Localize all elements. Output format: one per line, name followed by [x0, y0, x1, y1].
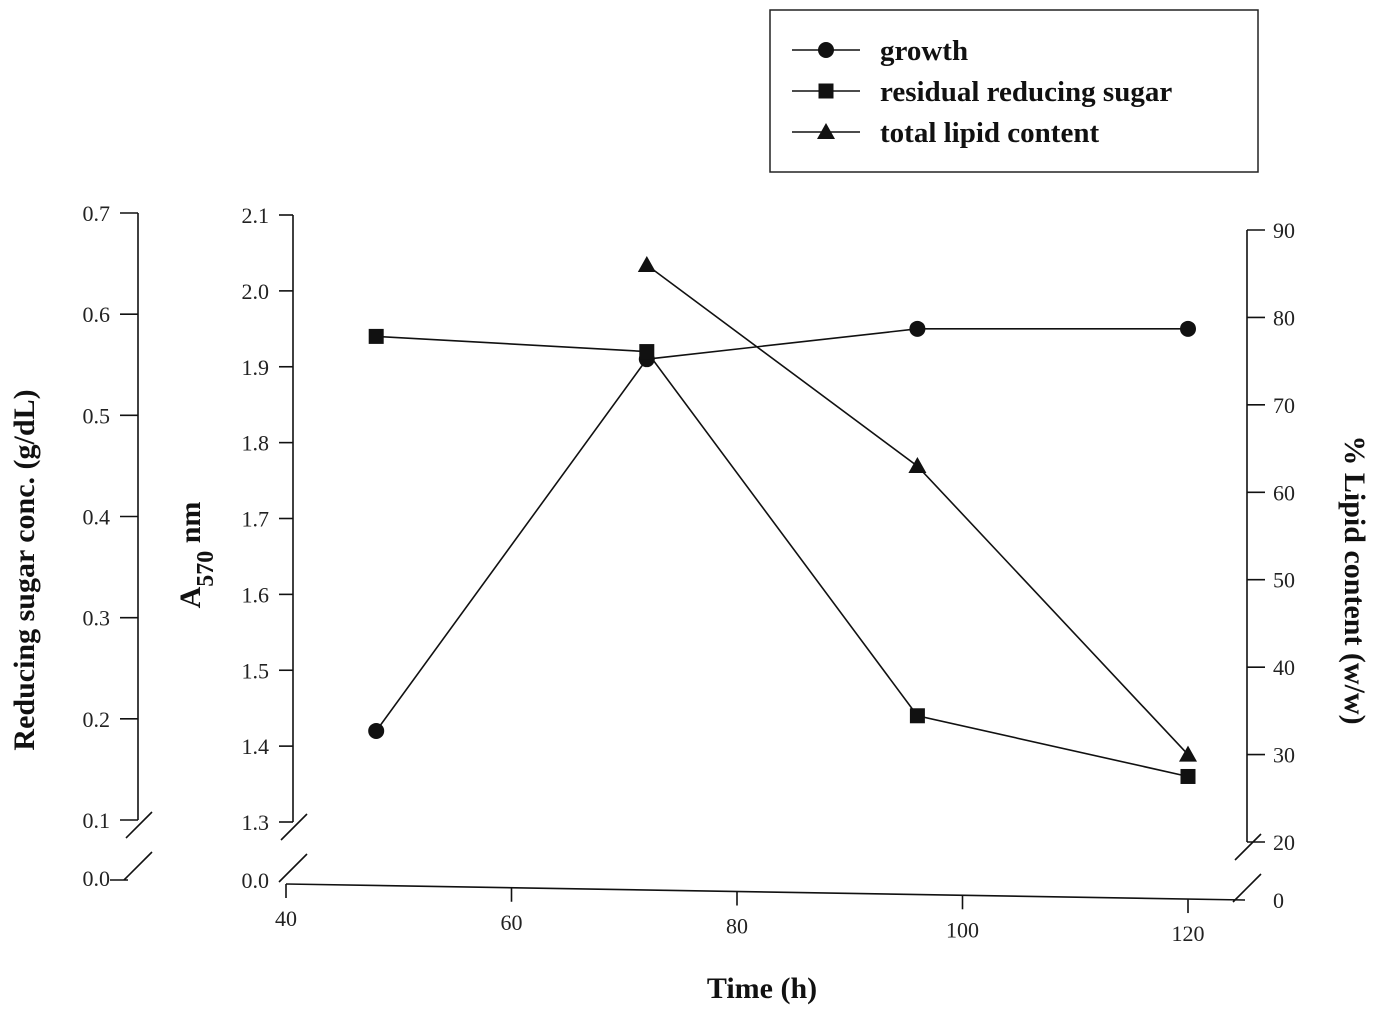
legend-marker-circle	[818, 42, 834, 58]
y-tick-label-a570: 2.0	[242, 279, 270, 304]
data-point-circle	[1180, 320, 1196, 337]
x-axis-title: Time (h)	[707, 972, 817, 1005]
y-tick-label-a570: 1.9	[242, 355, 270, 380]
y-tick-label-sugar: 0.3	[83, 606, 111, 631]
legend-item: growth	[792, 35, 968, 67]
left-inner-axis-title: A570 nm	[174, 502, 219, 609]
x-tick-label: 80	[726, 914, 748, 939]
series-residual-reducing-sugar	[368, 328, 1196, 784]
x-tick-label: 100	[946, 917, 979, 942]
y-break-label-a570: 0.0	[242, 868, 270, 893]
y-tick-label-lipid: 80	[1273, 305, 1295, 330]
y-tick-label-a570: 1.8	[242, 431, 270, 456]
y-tick-label-sugar: 0.4	[83, 505, 111, 530]
legend-label: growth	[880, 35, 968, 67]
legend-marker-triangle	[817, 123, 835, 139]
legend-marker-square	[818, 83, 834, 99]
y-tick-label-sugar: 0.5	[83, 403, 111, 428]
legend-item: residual reducing sugar	[792, 76, 1172, 108]
axis-break-mark-sugar	[125, 811, 153, 839]
y-tick-label-lipid: 90	[1273, 218, 1295, 243]
y-tick-label-lipid: 30	[1273, 743, 1295, 768]
axis-break-mark-a570	[278, 853, 308, 883]
data-point-circle	[368, 722, 385, 739]
y-tick-label-lipid: 20	[1273, 830, 1295, 855]
y-tick-label-a570: 1.7	[242, 507, 270, 532]
data-point-square	[639, 344, 655, 360]
series-line	[646, 264, 1189, 756]
legend-label: total lipid content	[880, 117, 1099, 149]
axis-break-mark-lipid	[1234, 833, 1262, 861]
y-tick-label-sugar: 0.6	[83, 302, 111, 327]
x-tick-label: 40	[275, 906, 297, 931]
y-tick-label-lipid: 40	[1273, 655, 1295, 680]
legend-label: residual reducing sugar	[880, 76, 1172, 108]
y-break-label-sugar: 0.0	[83, 866, 111, 891]
y-tick-label-a570: 1.5	[242, 658, 270, 683]
series-line	[376, 335, 1189, 778]
axis-break-mark-a570	[280, 813, 308, 841]
y-tick-label-a570: 1.4	[242, 734, 270, 759]
y-break-label-lipid: 0	[1273, 888, 1284, 913]
axes: 0.1 0.2 0.3 0.4 0.5 0.6 0.7 0.0 1.3 1.4 1.5 1.6 1.7 1…	[83, 201, 1296, 946]
y-tick-label-lipid: 50	[1273, 568, 1295, 593]
y-tick-label-a570: 2.1	[242, 203, 270, 228]
data-point-triangle	[908, 457, 927, 474]
series-line	[375, 328, 1188, 732]
y-tick-label-a570: 1.3	[242, 810, 270, 835]
axis-break-mark-sugar	[123, 851, 153, 881]
series-growth	[368, 320, 1196, 739]
x-tick-label: 60	[501, 910, 523, 935]
series-total-lipid-content	[637, 255, 1197, 762]
right-axis-title: % Lipid content (w/w)	[1338, 435, 1371, 724]
left-outer-axis-title: Reducing sugar conc. (g/dL)	[8, 389, 41, 750]
axis-break-mark-lipid	[1232, 873, 1262, 903]
y-tick-label-lipid: 70	[1273, 393, 1295, 418]
data-point-triangle	[1179, 745, 1197, 762]
y-tick-label-sugar: 0.7	[83, 201, 111, 226]
legend-box	[769, 9, 1259, 173]
x-tick-label: 120	[1172, 921, 1205, 946]
legend: growth residual reducing sugar total lipid…	[769, 9, 1259, 173]
y-tick-label-sugar: 0.1	[83, 808, 111, 833]
y-tick-label-lipid: 60	[1273, 480, 1295, 505]
series	[368, 255, 1197, 784]
y-tick-label-a570: 1.6	[242, 582, 270, 607]
data-point-triangle	[637, 255, 656, 272]
x-axis-line	[285, 883, 1246, 901]
data-point-square	[368, 328, 384, 344]
legend-item: total lipid content	[792, 117, 1099, 149]
data-point-square	[909, 708, 925, 724]
data-point-circle	[909, 320, 926, 337]
data-point-square	[1180, 768, 1196, 784]
y-tick-label-sugar: 0.2	[83, 707, 111, 732]
